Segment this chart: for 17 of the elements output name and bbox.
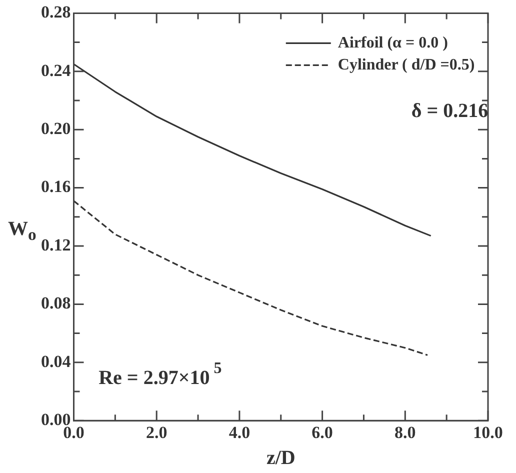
legend-label: Cylinder ( d/D =0.5) <box>338 56 475 74</box>
x-tick-label: 6.0 <box>312 423 333 442</box>
y-tick-label: 0.08 <box>41 294 71 313</box>
x-axis-title: z/D <box>266 447 296 470</box>
y-tick-label: 0.04 <box>41 352 72 371</box>
x-tick-label: 10.0 <box>473 423 503 442</box>
y-tick-label: 0.20 <box>41 118 71 138</box>
y-tick-label: 0.28 <box>41 2 71 22</box>
y-tick-label: 0.24 <box>41 60 72 80</box>
y-tick-label: 0.12 <box>41 235 71 254</box>
x-tick-label: 2.0 <box>146 423 168 442</box>
x-tick-label: 4.0 <box>228 423 250 442</box>
annotation: δ = 0.216 <box>411 100 488 122</box>
y-tick-label: 0.16 <box>41 177 71 196</box>
legend-label: Airfoil (α = 0.0 ) <box>338 34 448 52</box>
y-axis-title: W$_{o}$ <box>8 218 36 245</box>
x-tick-label: 8.0 <box>394 423 416 442</box>
